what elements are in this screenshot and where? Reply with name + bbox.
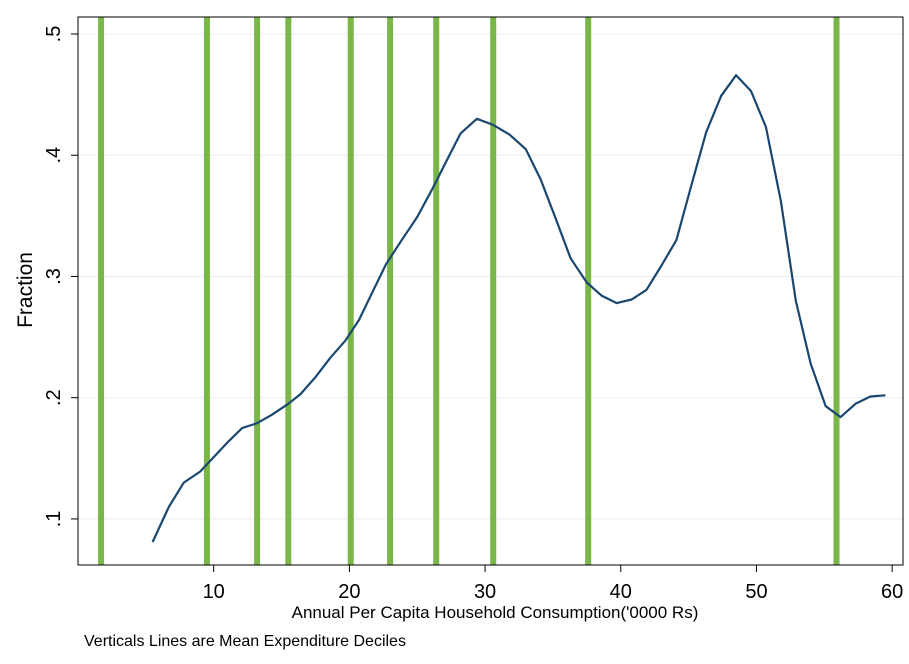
y-tick-label: .4 [43, 147, 65, 164]
x-tick-label: 20 [338, 581, 360, 603]
x-axis-ticks: 10 20 30 40 50 60 [203, 565, 903, 603]
y-tick-label: .5 [43, 26, 65, 43]
x-tick-label: 30 [474, 581, 496, 603]
y-tick-label: .3 [43, 268, 65, 285]
series-layer [151, 74, 886, 543]
y-tick-label: .2 [43, 389, 65, 406]
x-tick-label: 60 [881, 581, 903, 603]
plot-frame [77, 16, 904, 566]
decile-verticals [98, 17, 840, 565]
y-tick-label: .1 [43, 511, 65, 528]
x-axis-label: Annual Per Capita Household Consumption(… [292, 603, 699, 622]
y-axis-label: Fraction [14, 252, 37, 328]
series-line [151, 74, 886, 543]
x-tick-label: 10 [203, 581, 225, 603]
x-tick-label: 40 [610, 581, 632, 603]
chart-note: Verticals Lines are Mean Expenditure Dec… [84, 633, 406, 650]
y-axis-ticks: .1 .2 .3 .4 .5 [43, 26, 78, 528]
x-tick-label: 50 [745, 581, 767, 603]
